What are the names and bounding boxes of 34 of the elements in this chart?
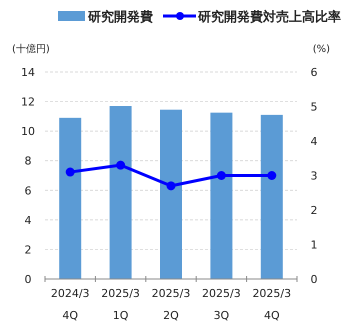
bar: [59, 118, 82, 279]
bar: [210, 112, 232, 279]
point: [267, 171, 276, 180]
y2-tick-label: 4: [310, 135, 318, 148]
x-tick-label: 2025/3 1Q: [101, 287, 140, 322]
y-tick-label: 8: [24, 154, 32, 168]
x-tick-label: 2025/3 4Q: [252, 287, 292, 322]
y-tick-label: 2: [24, 243, 32, 256]
y-axis-title: (十億円): [12, 43, 50, 55]
legend-label: 研究開発費対売上高比率: [197, 9, 341, 25]
point: [166, 181, 176, 190]
y-tick-label: 6: [24, 184, 32, 198]
bar: [260, 114, 283, 279]
y2-axis-title: (%): [312, 44, 330, 55]
x-tick-label: 2025/3 2Q: [152, 287, 190, 322]
y-tick-label: 4: [24, 214, 32, 227]
legend-label: 研究開発費: [87, 9, 153, 25]
y2-tick-label: 0: [310, 273, 318, 286]
y-tick-label: 12: [21, 96, 35, 109]
y2-tick-label: 2: [310, 204, 318, 217]
y2-tick-label: 3: [310, 170, 318, 182]
point: [216, 171, 226, 180]
x-tick-label: 2025/3 3Q: [202, 287, 241, 322]
y-tick-label: 0: [24, 273, 32, 286]
y-tick-label: 14: [21, 66, 35, 79]
y2-tick-label: 6: [310, 66, 318, 79]
point: [66, 168, 75, 177]
y2-tick-label: 5: [310, 100, 318, 114]
point: [116, 160, 126, 170]
bar: [110, 106, 132, 279]
y2-tick-label: 1: [310, 238, 318, 252]
x-tick-label: 2024/3 4Q: [50, 287, 90, 322]
y-tick-label: 10: [21, 125, 35, 138]
bar: [160, 110, 182, 279]
